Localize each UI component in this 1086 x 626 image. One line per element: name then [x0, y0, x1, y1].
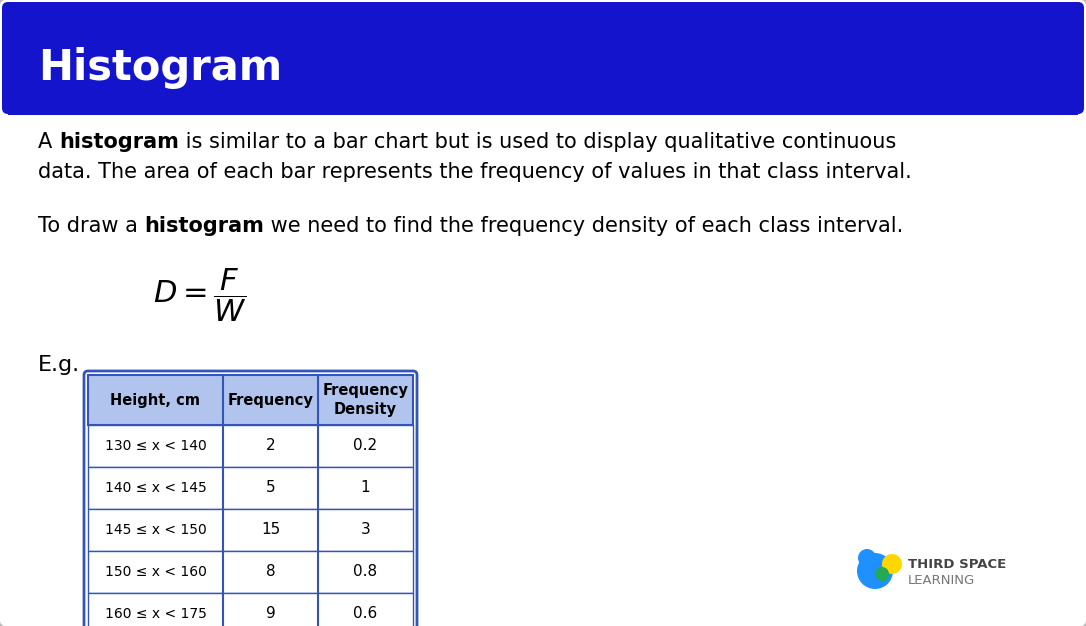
Text: 1: 1	[361, 481, 370, 496]
Circle shape	[882, 554, 902, 574]
Text: To draw a: To draw a	[38, 216, 144, 236]
Text: E.g.: E.g.	[38, 355, 80, 375]
Text: histogram: histogram	[144, 216, 264, 236]
Bar	[88, 425, 413, 467]
Bar	[88, 551, 413, 593]
Text: Height, cm: Height, cm	[111, 393, 201, 408]
Bar	[88, 467, 413, 509]
Bar	[88, 593, 413, 626]
Text: 150 ≤ x < 160: 150 ≤ x < 160	[104, 565, 206, 579]
Text: histogram: histogram	[59, 132, 179, 152]
Bar	[683, 495, 781, 573]
Bar	[88, 509, 413, 551]
Text: A: A	[38, 132, 59, 152]
Text: 9: 9	[266, 607, 276, 622]
Text: 130 ≤ x < 140: 130 ≤ x < 140	[104, 439, 206, 453]
Bar	[88, 375, 413, 425]
X-axis label: Height, $x$ cm: Height, $x$ cm	[634, 605, 761, 626]
Text: $D = \dfrac{F}{W}$: $D = \dfrac{F}{W}$	[153, 266, 247, 324]
Text: 160 ≤ x < 175: 160 ≤ x < 175	[104, 607, 206, 621]
Text: 2: 2	[266, 438, 276, 453]
Text: 140 ≤ x < 145: 140 ≤ x < 145	[104, 481, 206, 495]
Text: data. The area of each bar represents the frequency of values in that class inte: data. The area of each bar represents th…	[38, 162, 912, 182]
Text: 5: 5	[266, 481, 276, 496]
Circle shape	[858, 549, 876, 567]
Text: 3: 3	[361, 523, 370, 538]
Text: Frequency: Frequency	[228, 393, 314, 408]
Y-axis label: Frequency Density: Frequency Density	[400, 331, 414, 473]
Bar	[585, 475, 634, 573]
Circle shape	[875, 567, 889, 581]
Bar	[8, 80, 1078, 115]
Text: 8: 8	[266, 565, 276, 580]
Text: Histogram: Histogram	[38, 47, 282, 89]
Circle shape	[857, 553, 893, 589]
Text: 0.8: 0.8	[353, 565, 378, 580]
Text: 0.2: 0.2	[353, 438, 378, 453]
Text: 15: 15	[261, 523, 280, 538]
FancyBboxPatch shape	[84, 371, 417, 626]
Bar	[634, 280, 683, 573]
Bar	[489, 553, 585, 573]
Text: we need to find the frequency density of each class interval.: we need to find the frequency density of…	[264, 216, 904, 236]
Text: 0.6: 0.6	[353, 607, 378, 622]
Text: is similar to a bar chart but is used to display qualitative continuous: is similar to a bar chart but is used to…	[179, 132, 896, 152]
Text: THIRD SPACE: THIRD SPACE	[908, 558, 1007, 570]
Text: 145 ≤ x < 150: 145 ≤ x < 150	[104, 523, 206, 537]
FancyBboxPatch shape	[2, 2, 1084, 114]
Text: LEARNING: LEARNING	[908, 573, 975, 587]
Text: Frequency
Density: Frequency Density	[323, 383, 408, 417]
Bar	[781, 515, 926, 573]
